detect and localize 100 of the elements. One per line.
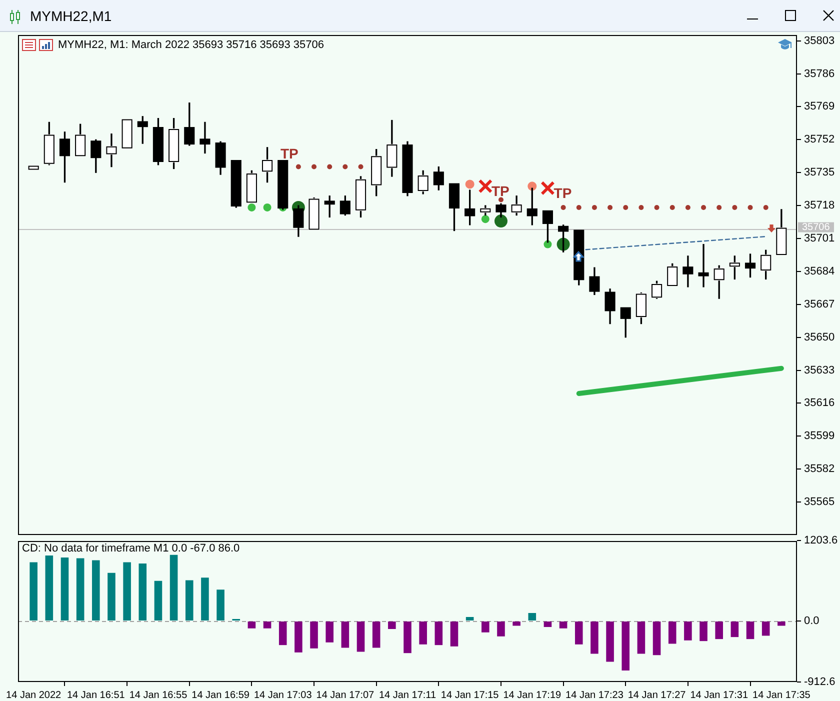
x-tick-label: 14 Jan 17:15 bbox=[440, 690, 500, 701]
bar bbox=[450, 622, 458, 646]
x-tick-label: 14 Jan 17:11 bbox=[378, 690, 436, 701]
point bbox=[732, 204, 738, 210]
bar bbox=[497, 622, 505, 636]
bar bbox=[419, 622, 427, 644]
bar bbox=[248, 622, 256, 628]
y-tick-label: 35786 bbox=[804, 68, 835, 80]
y-tick-label: 35582 bbox=[804, 463, 835, 476]
x-tick-label: 14 Jan 17:19 bbox=[503, 690, 562, 701]
point bbox=[685, 204, 690, 210]
candlestick bbox=[121, 118, 133, 149]
point bbox=[494, 214, 508, 228]
point bbox=[608, 204, 613, 210]
y-tick-label: -912.6 bbox=[804, 676, 836, 688]
bar bbox=[263, 622, 272, 628]
bar bbox=[434, 622, 443, 646]
x-tick-label: 14 Jan 17:03 bbox=[254, 690, 312, 701]
point bbox=[638, 204, 644, 210]
x-tick-label: 14 Jan 17:31 bbox=[690, 690, 748, 701]
bar bbox=[294, 622, 302, 652]
y-tick-label: 0.0 bbox=[804, 615, 820, 628]
bar bbox=[622, 622, 630, 670]
bar bbox=[388, 622, 396, 630]
y-tick-label: 35769 bbox=[804, 100, 835, 113]
chart-title: CD: No data for timeframe M1 0.0 -67.0 86.0 bbox=[22, 542, 240, 555]
bar bbox=[637, 622, 646, 654]
x-tick-label: 14 Jan 17:07 bbox=[316, 690, 375, 701]
bar bbox=[466, 617, 474, 621]
x-tick-label: 14 Jan 16:55 bbox=[129, 690, 188, 701]
bar bbox=[762, 622, 770, 636]
bar bbox=[730, 622, 739, 638]
bar bbox=[216, 590, 224, 621]
y-tick-label: 35701 bbox=[804, 232, 835, 245]
x-tick-label: 14 Jan 16:59 bbox=[192, 690, 250, 701]
point bbox=[327, 164, 332, 170]
bar bbox=[30, 562, 38, 621]
x-tick-label: 14 Jan 17:35 bbox=[752, 690, 811, 701]
point bbox=[763, 204, 768, 210]
candlestick bbox=[682, 256, 694, 288]
bar bbox=[138, 564, 147, 621]
bar bbox=[559, 622, 568, 628]
bar bbox=[544, 622, 552, 628]
bar bbox=[668, 622, 676, 644]
candlestick bbox=[28, 165, 40, 170]
bar bbox=[108, 572, 116, 621]
bar bbox=[778, 622, 786, 626]
y-tick-label: 35565 bbox=[804, 496, 835, 508]
x-tick-label: 14 Jan 16:51 bbox=[66, 690, 126, 701]
bar bbox=[372, 622, 380, 648]
y-tick-label: 35667 bbox=[804, 298, 835, 310]
x-tick-label: 14 Jan 17:27 bbox=[628, 690, 686, 701]
bar bbox=[482, 622, 490, 632]
x-tick-label: 14 Jan 2022 bbox=[6, 690, 62, 701]
bar bbox=[201, 578, 209, 621]
bar bbox=[652, 622, 661, 656]
y-tick-label: 35599 bbox=[804, 430, 835, 442]
point bbox=[248, 203, 256, 212]
chart-title: MYMH22,M1 bbox=[30, 8, 112, 24]
bar bbox=[606, 622, 614, 662]
bar bbox=[715, 622, 723, 640]
point bbox=[465, 180, 474, 189]
bar bbox=[45, 556, 54, 621]
y-tick-label: 35616 bbox=[804, 397, 835, 410]
y-tick-label: 35633 bbox=[804, 364, 835, 376]
point bbox=[748, 204, 753, 210]
annotation: TP bbox=[280, 146, 298, 162]
bar bbox=[326, 622, 334, 642]
candlestick bbox=[106, 134, 118, 168]
chart-subtitle: MYMH22, M1: March 2022 35693 35716 35693 35706 bbox=[58, 39, 324, 52]
point bbox=[358, 164, 364, 170]
bar bbox=[76, 558, 84, 621]
annotation: TP bbox=[554, 184, 572, 201]
bar bbox=[700, 622, 708, 642]
annotation: TP bbox=[491, 183, 510, 200]
point bbox=[296, 164, 301, 170]
candlestick bbox=[698, 244, 709, 288]
bar bbox=[528, 613, 536, 621]
x-tick-label: 14 Jan 17:23 bbox=[566, 690, 624, 701]
bar bbox=[92, 560, 100, 621]
point bbox=[342, 164, 348, 170]
bar bbox=[60, 558, 69, 621]
bar bbox=[590, 622, 598, 654]
candlestick bbox=[200, 122, 210, 154]
point bbox=[312, 164, 317, 170]
bar bbox=[341, 622, 350, 648]
point bbox=[478, 179, 493, 194]
bar bbox=[170, 554, 178, 621]
point bbox=[498, 197, 504, 202]
point bbox=[670, 204, 675, 210]
bar bbox=[123, 562, 131, 621]
bar bbox=[404, 622, 412, 654]
point bbox=[592, 204, 597, 210]
point bbox=[716, 204, 722, 210]
y-tick-label: 35718 bbox=[804, 200, 835, 212]
point bbox=[654, 204, 660, 210]
bar bbox=[574, 622, 583, 644]
point bbox=[544, 240, 552, 248]
y-tick-label: 35803 bbox=[804, 34, 835, 47]
point bbox=[263, 203, 272, 212]
